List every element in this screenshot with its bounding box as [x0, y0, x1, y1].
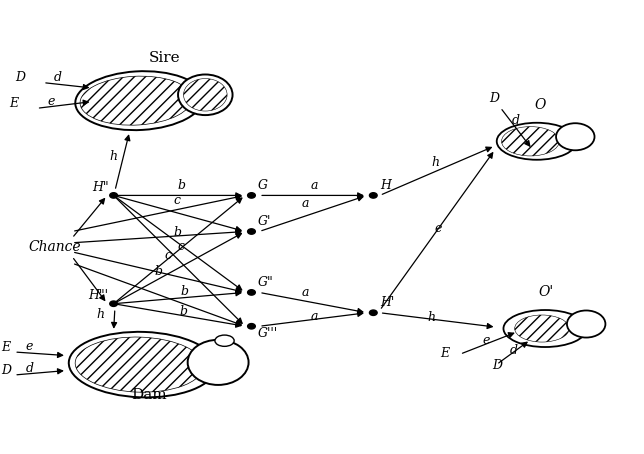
Text: d: d — [512, 114, 520, 127]
Text: H': H' — [380, 296, 394, 309]
Text: H: H — [380, 179, 390, 192]
Text: c: c — [173, 193, 180, 207]
Text: D: D — [492, 359, 502, 372]
Text: d: d — [510, 344, 518, 357]
Circle shape — [248, 192, 255, 198]
Text: d: d — [26, 362, 33, 375]
Circle shape — [248, 290, 255, 295]
Text: e: e — [48, 95, 55, 108]
Ellipse shape — [178, 74, 232, 115]
Text: G": G" — [258, 276, 274, 289]
Ellipse shape — [215, 335, 234, 346]
Text: a: a — [310, 311, 318, 323]
Text: Dam: Dam — [131, 388, 167, 402]
Ellipse shape — [80, 76, 192, 125]
Circle shape — [109, 192, 117, 198]
Ellipse shape — [69, 332, 216, 397]
Text: D: D — [15, 71, 26, 84]
Circle shape — [370, 192, 377, 198]
Circle shape — [109, 301, 117, 306]
Ellipse shape — [187, 340, 249, 385]
Text: b: b — [173, 226, 181, 239]
Text: b: b — [178, 179, 185, 192]
Text: h: h — [97, 308, 104, 321]
Text: Chance: Chance — [28, 240, 81, 254]
Text: H": H" — [92, 181, 108, 193]
Text: c: c — [165, 249, 172, 262]
Text: E: E — [1, 341, 10, 354]
Text: b: b — [180, 305, 187, 318]
Text: a: a — [310, 178, 318, 192]
Ellipse shape — [75, 71, 204, 130]
Text: H"': H"' — [88, 289, 108, 302]
Text: D: D — [489, 92, 498, 104]
Ellipse shape — [515, 315, 569, 342]
Ellipse shape — [184, 79, 227, 111]
Text: e: e — [482, 334, 489, 347]
Ellipse shape — [75, 337, 204, 392]
Text: G''': G''' — [258, 327, 278, 340]
Text: c: c — [178, 240, 185, 252]
Text: D: D — [1, 364, 12, 377]
Ellipse shape — [502, 127, 559, 156]
Text: d: d — [54, 71, 62, 84]
Text: O': O' — [539, 285, 554, 299]
Text: a: a — [301, 286, 309, 299]
Text: E: E — [440, 346, 450, 360]
Text: G': G' — [258, 215, 271, 228]
Text: b: b — [154, 265, 162, 278]
Text: e: e — [26, 340, 33, 353]
Ellipse shape — [504, 310, 587, 347]
Text: a: a — [301, 197, 309, 210]
Text: e: e — [434, 222, 442, 235]
Text: O: O — [535, 98, 545, 112]
Text: h: h — [109, 150, 117, 163]
Circle shape — [248, 324, 255, 329]
Text: b: b — [181, 285, 189, 298]
Text: h: h — [428, 311, 436, 324]
Circle shape — [370, 310, 377, 316]
Circle shape — [567, 311, 605, 338]
Ellipse shape — [497, 123, 577, 160]
Circle shape — [556, 123, 594, 150]
Text: E: E — [9, 98, 18, 110]
Text: Sire: Sire — [149, 51, 181, 65]
Text: G: G — [258, 179, 268, 192]
Circle shape — [248, 229, 255, 234]
Text: h: h — [431, 156, 439, 168]
